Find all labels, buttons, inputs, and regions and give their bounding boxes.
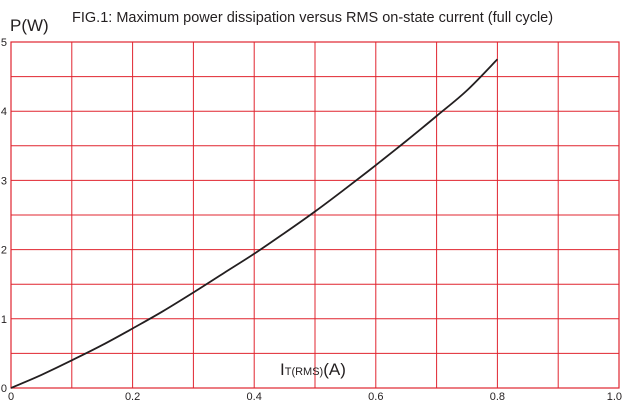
series-group [10, 58, 499, 389]
y-tick-label: 1 [1, 314, 7, 326]
plot-frame [10, 41, 620, 389]
y-tick-label: 2 [1, 245, 7, 257]
grid [11, 42, 619, 388]
x-tick-label: 0.4 [247, 391, 262, 401]
y-tick-label: 0 [1, 383, 7, 395]
x-tick-label: 1.0 [607, 391, 622, 401]
x-axis-label-unit: (A) [323, 360, 346, 379]
x-tick-label: 0.8 [490, 391, 505, 401]
x-axis-label: IT(RMS)(A) [280, 360, 346, 379]
plot-border [10, 41, 620, 389]
x-tick-label: 0 [8, 391, 14, 401]
x-axis-label-sub: T(RMS) [285, 366, 324, 378]
y-tick-label: 4 [1, 106, 7, 118]
x-tick-label: 0.2 [125, 391, 140, 401]
x-axis-label-main: I [280, 360, 285, 379]
y-tick-label: 3 [1, 175, 7, 187]
y-tick-label: 5 [1, 37, 7, 49]
series-line [10, 58, 499, 389]
y-axis-label: P(W) [10, 16, 49, 35]
y-tick-labels: 0 1 2 3 4 5 [1, 37, 7, 395]
x-tick-label: 0.6 [368, 391, 383, 401]
x-tick-labels: 0 0.2 0.4 0.6 0.8 1.0 [8, 391, 622, 401]
chart-title: FIG.1: Maximum power dissipation versus … [72, 10, 553, 26]
